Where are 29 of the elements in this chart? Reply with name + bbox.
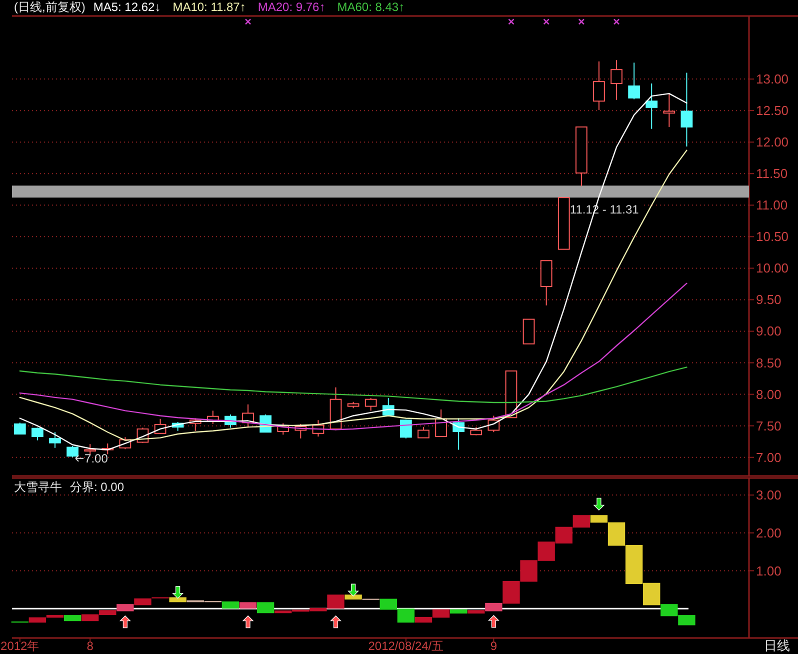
xtick: 8 <box>86 639 94 653</box>
ytick: 10.50 <box>756 229 789 244</box>
title: 大雪寻牛 <box>14 480 62 494</box>
legend: MA10: 11.87↑ <box>172 0 246 14</box>
xtick: 9 <box>490 639 498 653</box>
ytick: 12.00 <box>756 134 789 150</box>
ytick: 9.50 <box>756 292 782 308</box>
ytick: 12.50 <box>756 103 789 118</box>
ref-line-label: 分界: 0.00 <box>70 480 124 494</box>
ytick: 3.00 <box>756 488 782 503</box>
ytick: 10.00 <box>756 260 789 276</box>
ytick: 7.50 <box>756 418 782 434</box>
ytick: 8.00 <box>756 386 782 402</box>
ytick: 9.00 <box>756 324 782 339</box>
ytick: 2.00 <box>756 525 782 540</box>
ytick: 1.00 <box>756 563 782 578</box>
ytick: 13.00 <box>756 72 789 87</box>
legend: MA20: 9.76↑ <box>258 0 326 14</box>
xtick: 2012/08/24/五 <box>368 639 444 653</box>
legend: MA5: 12.62↓ <box>93 0 161 14</box>
ytick: 7.00 <box>756 450 782 465</box>
xtick: 2012年 <box>0 639 40 653</box>
ytick: 11.00 <box>756 198 788 213</box>
ytick: 8.50 <box>756 355 782 370</box>
title: (日线,前复权) <box>14 0 86 14</box>
annotation: 7.00 <box>84 451 108 466</box>
legend: MA60: 8.43↑ <box>337 0 405 14</box>
ytick: 11.50 <box>756 166 788 182</box>
text: 日线 <box>764 638 790 653</box>
